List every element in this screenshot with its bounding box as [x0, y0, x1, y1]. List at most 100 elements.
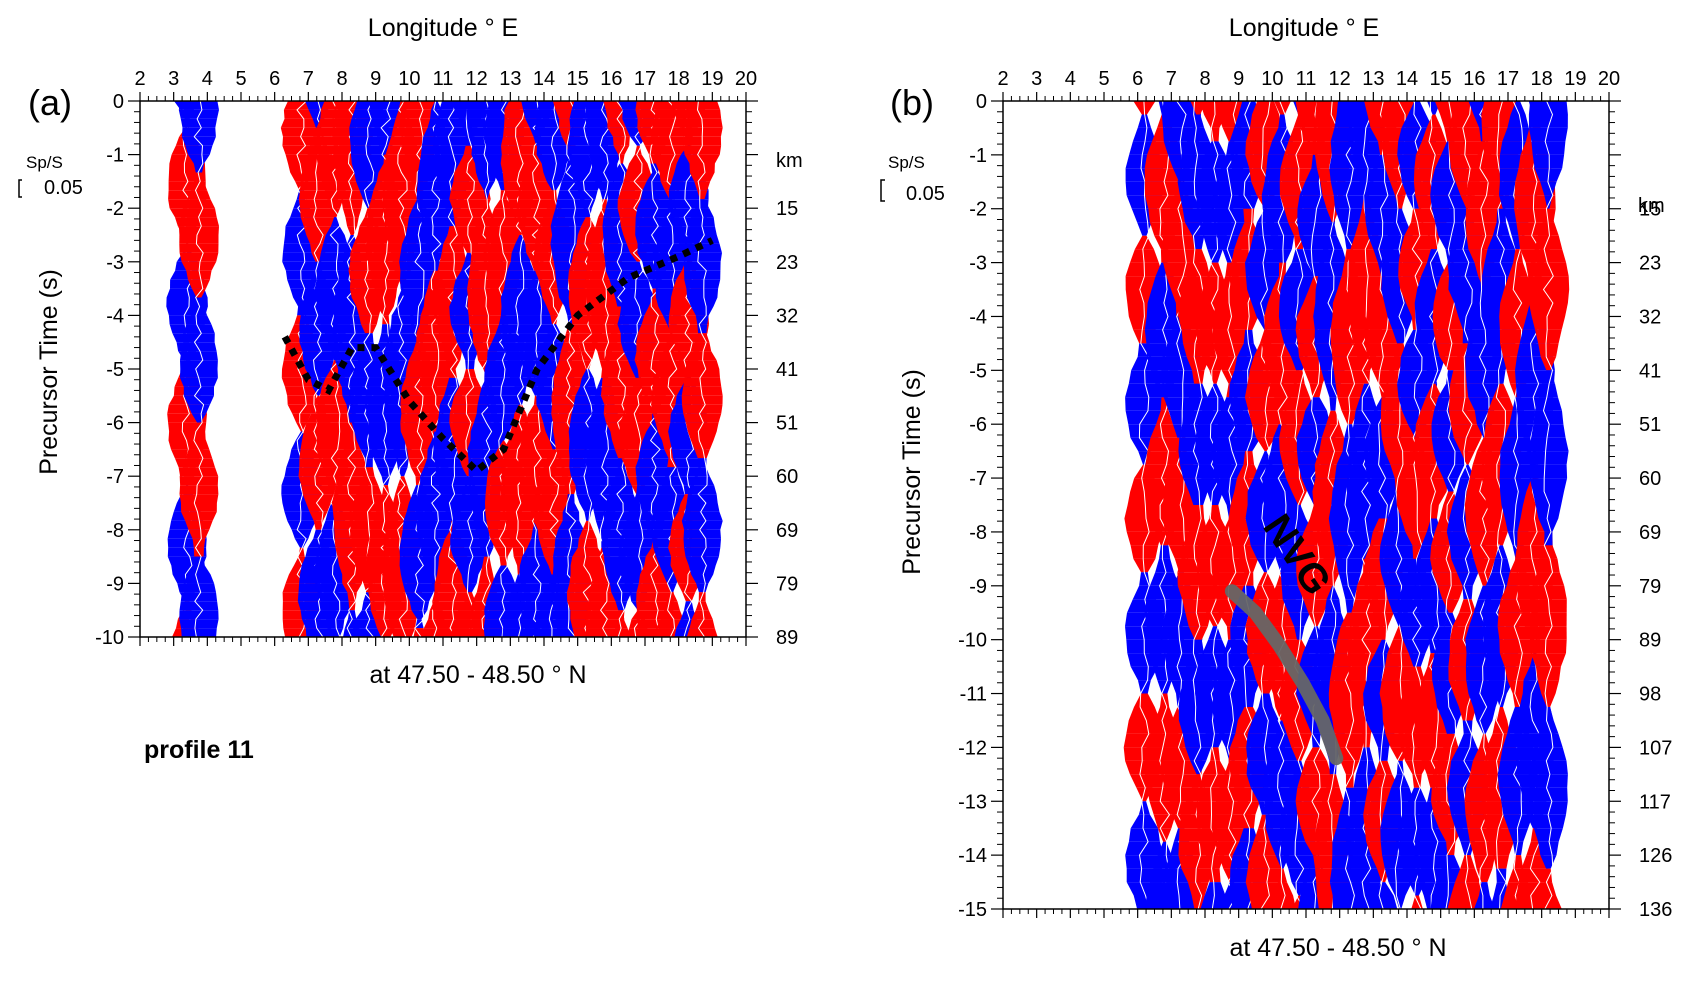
panel-a-trace-fill — [575, 386, 600, 396]
panel-a-trace-fill — [676, 467, 701, 477]
panel-b-trace-fill — [1426, 370, 1442, 384]
panel-a-trace-fill — [453, 556, 487, 566]
panel-b-trace-fill — [1450, 424, 1485, 438]
panel-a-depth-unit: km — [776, 150, 803, 172]
panel-a-trace-fill — [432, 592, 474, 602]
panel-b-trace-fill — [1373, 882, 1394, 896]
panel-b-trace-fill — [1528, 303, 1568, 317]
panel-b-trace-fill — [1294, 626, 1305, 640]
panel-a-trace-fill — [683, 413, 722, 423]
panel-a-trace-fill — [629, 154, 648, 164]
panel-a-trace-fill — [303, 226, 334, 235]
panel-b-trace-fill — [1348, 141, 1385, 155]
panel-a-depth-tick-label: 79 — [776, 573, 798, 595]
panel-a-trace-fill — [456, 565, 484, 575]
panel-a-trace-fill — [479, 538, 495, 548]
panel-b-trace-fill — [1529, 464, 1568, 479]
panel-b-trace-fill — [1303, 599, 1329, 613]
panel-b-trace-fill — [1453, 437, 1482, 452]
panel-a-trace-fill — [595, 181, 614, 191]
panel-b-trace-fill — [1252, 101, 1280, 115]
panel-b-trace-fill — [1408, 653, 1426, 667]
panel-a-trace-fill — [570, 556, 605, 566]
panel-a-x-tick-label: 8 — [336, 68, 347, 90]
panel-b-trace-fill — [1150, 424, 1179, 438]
panel-b-trace-fill — [1237, 801, 1260, 815]
panel-b-trace-fill — [1160, 760, 1203, 775]
panel-a-trace-fill — [461, 351, 479, 361]
panel-b-trace-fill — [1128, 828, 1160, 842]
panel-b-y-tick-label: -6 — [969, 414, 987, 436]
panel-b-trace-fill — [1459, 599, 1477, 613]
panel-a-trace-line — [193, 101, 205, 637]
panel-a-x-tick-label: 13 — [499, 68, 521, 90]
panel-b-trace-fill — [1157, 828, 1172, 842]
panel-a-depth-tick-label: 23 — [776, 252, 798, 274]
panel-a-trace-fill — [577, 538, 598, 548]
panel-b-trace-fill — [1267, 747, 1298, 761]
panel-a-trace-fill — [193, 547, 204, 557]
panel-b-trace-fill — [1305, 397, 1327, 411]
panel-b-trace-fill — [1448, 289, 1487, 303]
panel-b-trace-fill — [1360, 383, 1374, 398]
panel-a-top-xlabel: Longitude ° E — [368, 14, 518, 42]
panel-b-trace-fill — [1487, 235, 1515, 250]
panel-b-trace-fill — [1190, 760, 1207, 775]
panel-a-trace-fill — [416, 529, 456, 539]
panel-b-trace-line — [1542, 101, 1554, 909]
panel-b-trace-fill — [1488, 680, 1514, 694]
panel-b-y-tick-label: -7 — [969, 468, 987, 490]
panel-a-trace-fill — [641, 315, 669, 325]
panel-b-trace-fill — [1408, 101, 1427, 115]
panel-a-trace-fill — [364, 333, 374, 343]
panel-a-trace-fill — [186, 315, 212, 325]
panel-b-trace-fill — [1342, 585, 1358, 600]
panel-a-trace-fill — [691, 306, 714, 316]
panel-b-trace-fill — [1296, 572, 1336, 586]
panel-a-trace-fill — [180, 351, 218, 361]
panel-a-trace-fill — [586, 601, 623, 611]
panel-b-trace-fill — [1465, 195, 1504, 209]
panel-b-trace-fill — [1433, 329, 1469, 344]
panel-a-trace-fill — [550, 315, 558, 325]
panel-a-trace-fill — [583, 360, 592, 369]
panel-b-x-tick-label: 19 — [1564, 68, 1586, 90]
panel-a-trace-fill — [468, 315, 505, 325]
panel-b-trace-fill — [1473, 855, 1496, 869]
panel-b-trace-fill — [1531, 316, 1566, 330]
panel-a-trace-fill — [181, 342, 217, 352]
panel-b-trace-fill — [1192, 235, 1205, 250]
panel-b-trace-fill — [1441, 855, 1460, 869]
panel-a-trace-fill — [652, 145, 692, 155]
panel-b-trace-fill — [1476, 720, 1493, 734]
panel-b-trace-fill — [1157, 841, 1172, 856]
panel-b-trace-fill — [1212, 693, 1252, 707]
panel-a-trace-fill — [626, 279, 651, 289]
panel-a-trace-fill — [687, 226, 717, 235]
panel-b-trace-fill — [1448, 127, 1487, 142]
panel-a-trace-fill — [409, 601, 430, 611]
panel-a-trace-fill — [299, 342, 338, 352]
panel-b-trace-line — [1344, 101, 1356, 909]
panel-a-depth-tick-label: 51 — [776, 413, 798, 435]
panel-b-trace-fill — [1421, 262, 1447, 277]
panel-b-trace-fill — [1508, 262, 1528, 277]
panel-b-trace-fill — [1448, 141, 1487, 155]
panel-a-trace-fill — [516, 199, 558, 209]
panel-a-trace-fill — [356, 485, 382, 495]
panel-b-trace-fill — [1237, 343, 1261, 357]
panel-a-trace-fill — [518, 181, 556, 191]
panel-a-trace-fill — [305, 369, 332, 378]
panel-b-trace-fill — [1237, 464, 1261, 479]
panel-a-trace-fill — [558, 520, 584, 530]
panel-b-trace-fill — [1437, 707, 1465, 721]
panel-a-trace-fill — [345, 217, 359, 227]
panel-b-trace-line — [1411, 101, 1423, 909]
panel-a-trace-fill — [480, 547, 494, 557]
panel-a-trace-fill — [661, 476, 682, 486]
panel-a-trace-fill — [282, 252, 321, 262]
panel-a-trace-fill — [190, 181, 208, 191]
panel-b-trace-fill — [1202, 639, 1228, 654]
panel-b-trace-fill — [1425, 383, 1442, 398]
panel-a-trace-fill — [188, 154, 210, 164]
